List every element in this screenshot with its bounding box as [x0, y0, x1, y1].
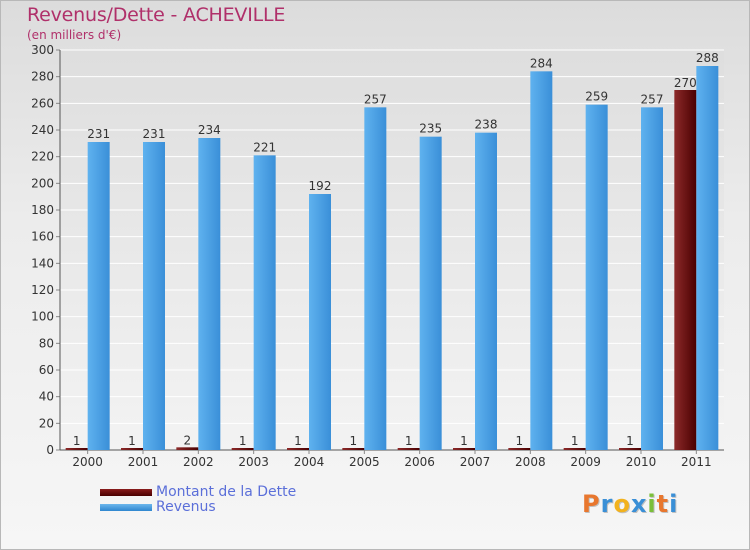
- bar-revenus: [253, 155, 276, 451]
- data-label-dette: 1: [516, 434, 524, 448]
- bar-revenus: [585, 104, 608, 451]
- data-label-revenus: 231: [143, 127, 166, 141]
- bar-dette: [342, 448, 365, 450]
- bar-revenus: [309, 194, 331, 450]
- bar-dette: [563, 448, 586, 450]
- bar-revenus: [696, 66, 719, 450]
- bar-revenus: [475, 132, 497, 450]
- y-tick-label: 20: [39, 416, 54, 430]
- bar-revenus: [143, 142, 165, 450]
- x-tick-label: 2004: [294, 455, 325, 469]
- bar-dette: [176, 447, 199, 450]
- x-tick-label: 2010: [626, 455, 657, 469]
- y-tick-label: 300: [31, 43, 54, 57]
- chart-title: Revenus/Dette - ACHEVILLE: [27, 4, 286, 26]
- proxiti-logo: Proxiti: [582, 490, 678, 518]
- y-tick-label: 280: [31, 70, 54, 84]
- x-tick-label: 2003: [238, 455, 269, 469]
- y-tick-label: 260: [31, 96, 54, 110]
- data-label-dette: 1: [73, 434, 81, 448]
- y-tick-label: 60: [39, 363, 54, 377]
- bar-dette: [508, 448, 531, 450]
- logo-letter: x: [630, 490, 648, 518]
- x-tick-label: 2011: [681, 455, 712, 469]
- bar-revenus: [87, 142, 110, 450]
- y-tick-label: 100: [31, 310, 54, 324]
- bar-dette: [65, 448, 88, 450]
- data-label-revenus: 234: [198, 123, 221, 137]
- data-label-revenus: 259: [585, 90, 608, 104]
- data-label-dette: 2: [184, 433, 192, 447]
- x-tick-label: 2001: [128, 455, 159, 469]
- bar-revenus: [641, 107, 663, 450]
- y-tick-label: 180: [31, 203, 54, 217]
- bar-dette: [231, 448, 254, 450]
- data-label-dette: 1: [294, 434, 302, 448]
- bar-dette: [453, 448, 475, 450]
- x-tick-label: 2006: [404, 455, 435, 469]
- legend-label-dette: Montant de la Dette: [156, 484, 297, 500]
- data-label-revenus: 284: [530, 56, 553, 70]
- legend-swatch-dette: [100, 489, 152, 496]
- data-label-revenus: 238: [475, 118, 498, 132]
- data-label-revenus: 235: [419, 122, 442, 136]
- y-tick-label: 220: [31, 150, 54, 164]
- logo-letter: r: [600, 490, 614, 518]
- legend-swatch-revenus: [100, 504, 152, 511]
- data-label-revenus: 192: [309, 179, 332, 193]
- data-label-dette: 1: [571, 434, 579, 448]
- bar-dette: [287, 448, 309, 450]
- bar-dette: [619, 448, 641, 450]
- y-tick-label: 200: [31, 176, 54, 190]
- y-tick-label: 120: [31, 283, 54, 297]
- y-tick-label: 140: [31, 256, 54, 270]
- bar-revenus: [530, 71, 553, 450]
- data-label-dette: 1: [350, 434, 358, 448]
- legend-label-revenus: Revenus: [156, 499, 216, 515]
- logo-letter: t: [656, 490, 670, 518]
- data-label-revenus: 257: [641, 92, 664, 106]
- x-tick-label: 2000: [72, 455, 103, 469]
- y-tick-label: 240: [31, 123, 54, 137]
- bar-dette: [397, 448, 420, 450]
- bar-revenus: [364, 107, 387, 450]
- bar-dette: [674, 90, 697, 450]
- y-tick-label: 160: [31, 230, 54, 244]
- x-tick-label: 2008: [515, 455, 546, 469]
- logo-letter: o: [613, 490, 631, 518]
- data-label-revenus: 288: [696, 51, 719, 65]
- data-label-dette: 1: [405, 434, 413, 448]
- chart-subtitle: (en milliers d'€): [27, 28, 122, 42]
- data-label-dette: 1: [626, 434, 634, 448]
- logo-letter: i: [647, 490, 657, 518]
- data-label-revenus: 231: [87, 127, 110, 141]
- plot-area: [60, 50, 724, 450]
- data-label-dette: 1: [460, 434, 468, 448]
- y-tick-label: 80: [39, 336, 54, 350]
- logo-letter: P: [582, 490, 601, 518]
- data-label-dette: 1: [128, 434, 136, 448]
- y-tick-label: 0: [46, 443, 54, 457]
- logo-letter: i: [669, 490, 679, 518]
- data-label-dette: 270: [674, 76, 697, 90]
- x-tick-label: 2002: [183, 455, 214, 469]
- x-tick-label: 2007: [460, 455, 491, 469]
- y-tick-label: 40: [39, 390, 54, 404]
- x-tick-label: 2005: [349, 455, 380, 469]
- x-tick-label: 2009: [570, 455, 601, 469]
- data-label-dette: 1: [239, 434, 247, 448]
- bar-dette: [121, 448, 143, 450]
- bar-revenus: [419, 136, 442, 450]
- bar-revenus: [198, 138, 221, 450]
- data-label-revenus: 257: [364, 92, 387, 106]
- data-label-revenus: 221: [253, 140, 276, 154]
